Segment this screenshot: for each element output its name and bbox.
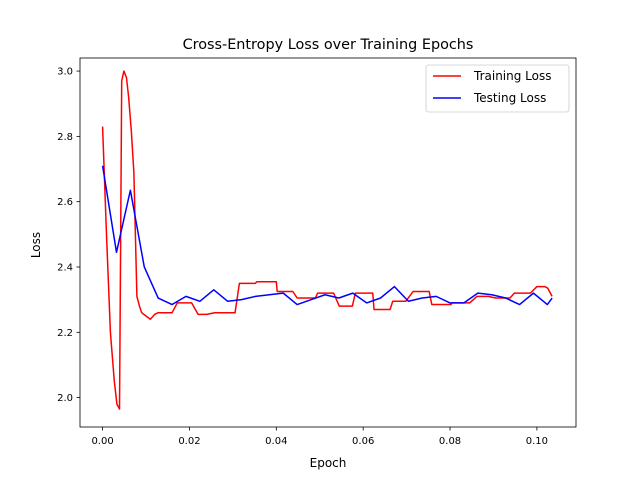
legend: Training Loss Testing Loss [425,64,570,113]
y-tick-label: 2.8 [57,132,73,143]
y-tick-label: 2.0 [57,393,73,404]
series-line-training-loss [101,70,553,410]
y-axis-label: Loss [29,232,43,258]
x-tick-label: 0.08 [439,436,461,447]
legend-box [425,64,570,113]
plot-frame [79,57,577,428]
x-tick-label: 0.10 [526,436,548,447]
x-tick-label: 0.02 [178,436,200,447]
y-tick-label: 2.4 [57,262,73,273]
x-tick-label: 0.04 [265,436,287,447]
x-axis-label: Epoch [310,456,347,470]
x-tick-label: 0.00 [91,436,113,447]
y-tick-label: 2.6 [57,197,73,208]
chart-title: Cross-Entropy Loss over Training Epochs [183,37,474,53]
x-tick-label: 0.06 [352,436,374,447]
series-line-testing-loss [101,165,553,306]
legend-label: Testing Loss [473,91,546,105]
y-tick-label: 3.0 [57,67,73,78]
legend-label: Training Loss [473,69,551,83]
y-tick-label: 2.2 [57,328,73,339]
